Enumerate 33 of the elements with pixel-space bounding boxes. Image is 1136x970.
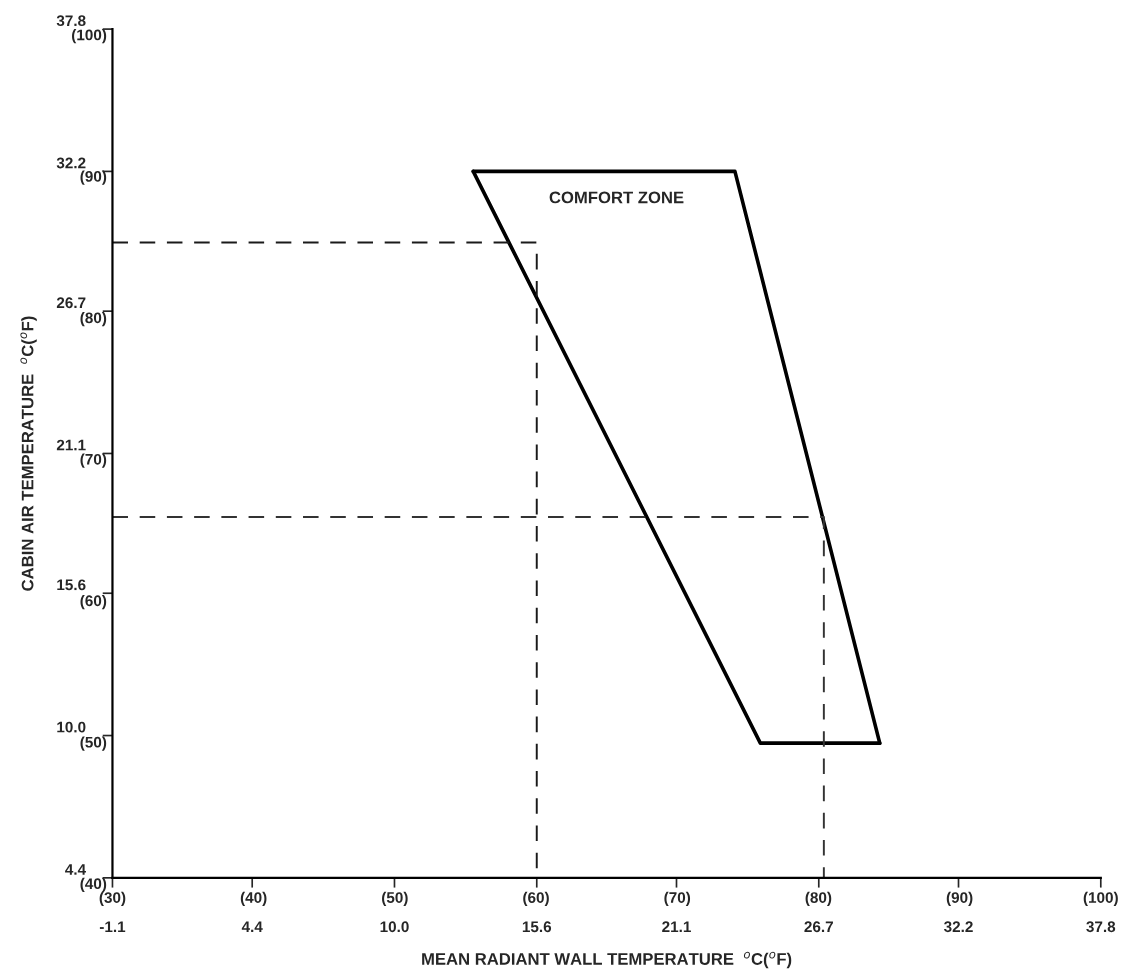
x2-tick-label: (100) bbox=[1083, 891, 1118, 906]
x-tick-label: 15.6 bbox=[522, 921, 552, 933]
y-tick-label: 21.1 bbox=[56, 439, 86, 451]
x-axis-title: MEAN RADIANT WALL TEMPERATURE $^{o}$C($^{o}$F) bbox=[422, 951, 792, 969]
x-tick-label: 21.1 bbox=[662, 921, 691, 932]
y2-tick-label: (100) bbox=[72, 29, 107, 44]
y-axis-title: CABIN AIR TEMPERATURE $^{o}$C($^{o}$F) bbox=[20, 316, 37, 591]
y-tick-label: 32.2 bbox=[56, 157, 86, 169]
x-tick-label: 32.2 bbox=[943, 921, 973, 933]
x-tick-label: -1.1 bbox=[99, 921, 126, 932]
y-tick-label: 26.7 bbox=[56, 297, 86, 309]
x2-tick-label: (50) bbox=[382, 891, 408, 906]
y-tick-label: 10.0 bbox=[57, 721, 86, 733]
x2-tick-label: (60) bbox=[523, 891, 549, 906]
x2-tick-label: (70) bbox=[664, 891, 691, 906]
x-tick-label: 26.7 bbox=[804, 921, 833, 933]
x2-tick-label: (90) bbox=[946, 891, 973, 906]
y2-tick-label: (90) bbox=[80, 170, 107, 185]
y2-tick-label: (70) bbox=[80, 453, 107, 468]
x2-tick-label: (30) bbox=[99, 891, 126, 906]
y-tick-label: 37.8 bbox=[56, 15, 86, 27]
x-tick-label: 37.8 bbox=[1086, 921, 1116, 933]
x2-tick-label: (40) bbox=[240, 891, 267, 906]
y2-tick-label: (80) bbox=[80, 312, 107, 327]
annotation: COMFORT ZONE bbox=[549, 191, 684, 204]
y2-tick-label: (50) bbox=[80, 736, 107, 751]
x-tick-label: 4.4 bbox=[241, 921, 263, 932]
y-tick-label: 15.6 bbox=[57, 579, 86, 591]
x-tick-label: 10.0 bbox=[380, 921, 409, 933]
y2-tick-label: (40) bbox=[80, 877, 107, 893]
y2-tick-label: (60) bbox=[80, 594, 107, 610]
y-tick-label: 4.4 bbox=[65, 864, 86, 875]
x2-tick-label: (80) bbox=[805, 891, 832, 906]
